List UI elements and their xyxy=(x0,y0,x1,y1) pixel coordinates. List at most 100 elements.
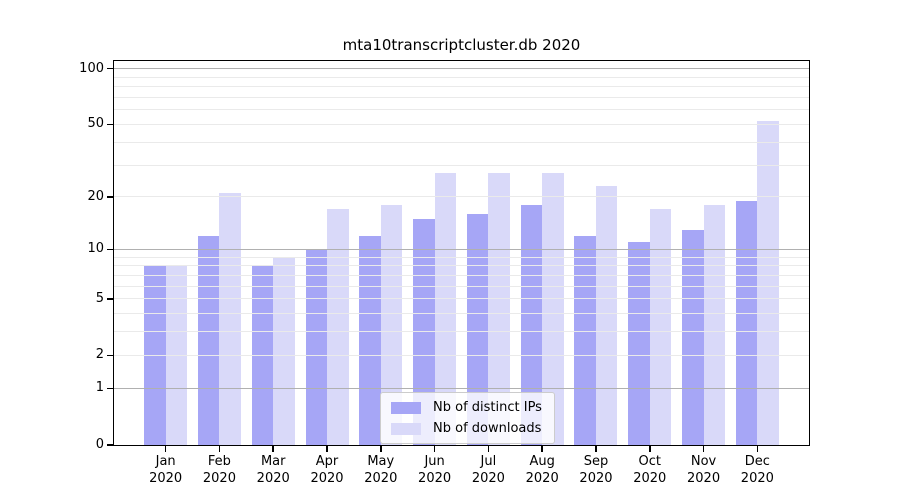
y-tick-100 xyxy=(107,67,113,70)
bar-downloads-apr xyxy=(327,209,349,445)
bar-distinct-ips-oct xyxy=(628,242,650,445)
x-tick-jun xyxy=(433,446,436,452)
x-label-month: Jul xyxy=(480,454,497,469)
x-tick-nov xyxy=(702,446,705,452)
x-label-year: 2020 xyxy=(740,471,774,486)
y-tick-20 xyxy=(107,195,113,198)
x-tick-label-oct: Oct 2020 xyxy=(618,453,682,487)
legend: Nb of distinct IPs Nb of downloads xyxy=(380,392,555,444)
x-label-month: Jan xyxy=(155,454,176,469)
y-tick-label-50: 50 xyxy=(87,116,104,132)
bar-downloads-nov xyxy=(703,204,726,445)
y-tick-label-2: 2 xyxy=(95,347,104,363)
x-label-year: 2020 xyxy=(364,471,398,486)
x-label-year: 2020 xyxy=(418,471,452,486)
legend-swatch-downloads xyxy=(391,422,421,435)
x-tick-apr xyxy=(326,446,328,452)
x-tick-label-apr: Apr 2020 xyxy=(295,453,359,487)
y-tick-2 xyxy=(107,354,113,357)
bar-downloads-dec xyxy=(757,121,779,445)
bar-distinct-ips-dec xyxy=(735,200,758,445)
bar-downloads-sep xyxy=(595,185,618,445)
bar-downloads-oct xyxy=(649,209,672,445)
x-tick-label-dec: Dec 2020 xyxy=(725,453,789,487)
x-tick-sep xyxy=(595,446,597,452)
y-tick-label-10: 10 xyxy=(87,241,104,257)
x-tick-label-sep: Sep 2020 xyxy=(564,453,628,487)
x-tick-feb xyxy=(218,446,221,452)
y-tick-5 xyxy=(107,298,113,300)
x-label-month: Nov xyxy=(690,454,717,469)
gridline-70 xyxy=(114,96,809,98)
chart-title: mta10transcriptcluster.db 2020 xyxy=(342,36,581,54)
bar-downloads-feb xyxy=(219,192,241,445)
x-label-year: 2020 xyxy=(256,471,290,486)
legend-label-downloads: Nb of downloads xyxy=(433,421,542,436)
x-tick-label-jul: Jul 2020 xyxy=(456,453,520,487)
y-tick-0 xyxy=(107,444,113,446)
bar-distinct-ips-feb xyxy=(197,235,220,445)
bar-downloads-aug xyxy=(542,173,564,445)
x-tick-label-jan: Jan 2020 xyxy=(134,453,198,487)
x-tick-label-may: May 2020 xyxy=(349,453,413,487)
bar-distinct-ips-jul xyxy=(466,214,489,445)
x-label-month: Aug xyxy=(529,454,555,469)
bar-distinct-ips-nov xyxy=(682,229,704,445)
bar-distinct-ips-aug xyxy=(520,204,543,445)
gridline-4 xyxy=(114,313,809,315)
gridline-6 xyxy=(114,285,809,287)
x-tick-label-nov: Nov 2020 xyxy=(672,453,736,487)
plot-area: Nb of distinct IPs Nb of downloads xyxy=(113,60,810,446)
x-label-year: 2020 xyxy=(471,471,505,486)
y-tick-label-5: 5 xyxy=(95,290,104,306)
x-label-year: 2020 xyxy=(149,471,183,486)
gridline-5 xyxy=(114,298,809,300)
x-label-month: Mar xyxy=(260,454,286,469)
legend-label-distinct-ips: Nb of distinct IPs xyxy=(433,400,542,415)
bar-distinct-ips-may xyxy=(359,235,381,445)
x-tick-may xyxy=(380,446,382,452)
x-tick-label-jun: Jun 2020 xyxy=(403,453,467,487)
gridline-40 xyxy=(114,141,809,143)
gridline-3 xyxy=(114,331,809,333)
y-tick-label-20: 20 xyxy=(87,188,104,204)
x-tick-jul xyxy=(487,446,490,452)
bar-downloads-mar xyxy=(273,257,295,445)
x-tick-oct xyxy=(648,446,651,452)
y-tick-label-1: 1 xyxy=(95,380,104,396)
x-label-month: Apr xyxy=(315,454,339,469)
legend-item-downloads: Nb of downloads xyxy=(391,421,542,436)
gridline-80 xyxy=(114,86,809,88)
x-label-year: 2020 xyxy=(633,471,667,486)
x-tick-label-aug: Aug 2020 xyxy=(510,453,574,487)
bar-downloads-may xyxy=(380,204,403,445)
gridline-20 xyxy=(114,196,809,198)
x-label-month: Oct xyxy=(638,454,661,469)
gridline-10 xyxy=(114,248,809,250)
legend-item-distinct-ips: Nb of distinct IPs xyxy=(391,400,542,415)
gridline-1 xyxy=(114,387,809,389)
bar-downloads-jun xyxy=(434,173,457,445)
x-label-year: 2020 xyxy=(525,471,559,486)
gridline-8 xyxy=(114,265,809,267)
gridline-30 xyxy=(114,164,809,166)
y-tick-label-100: 100 xyxy=(79,60,104,76)
x-label-year: 2020 xyxy=(579,471,613,486)
x-label-year: 2020 xyxy=(310,471,344,486)
y-tick-50 xyxy=(107,123,113,126)
x-tick-aug xyxy=(541,446,543,452)
y-tick-1 xyxy=(107,387,113,390)
legend-swatch-distinct-ips xyxy=(391,401,421,414)
gridline-2 xyxy=(114,354,809,356)
y-tick-10 xyxy=(107,248,113,251)
gridline-50 xyxy=(114,123,809,125)
x-tick-jan xyxy=(164,446,167,452)
bar-distinct-ips-sep xyxy=(574,235,596,445)
x-tick-dec xyxy=(756,446,759,452)
gridline-7 xyxy=(114,274,809,276)
gridline-90 xyxy=(114,76,809,78)
x-label-year: 2020 xyxy=(687,471,721,486)
x-label-month: Feb xyxy=(207,454,231,469)
x-label-month: Dec xyxy=(744,454,770,469)
